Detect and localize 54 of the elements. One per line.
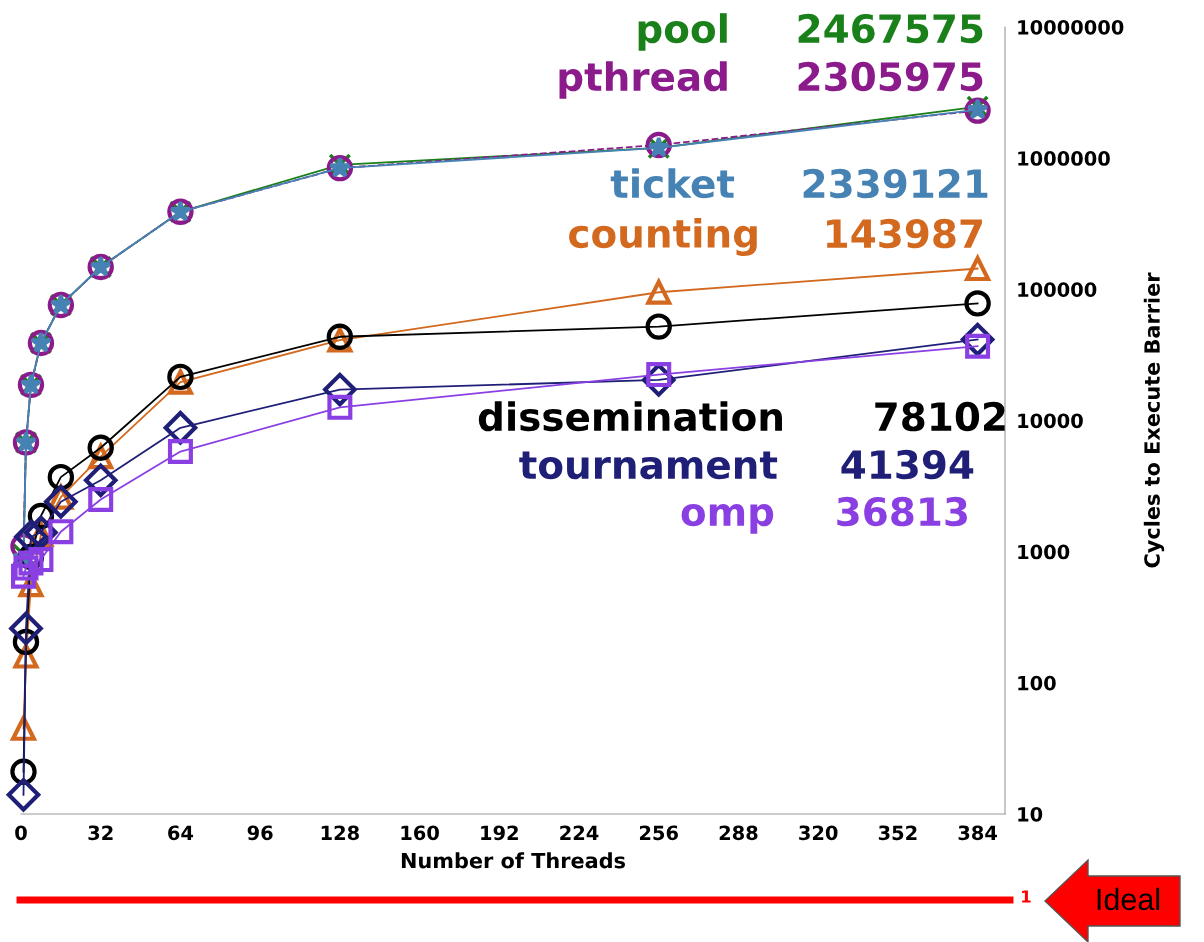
y-tick-label: 1000 [1018, 544, 1070, 560]
x-tick-label: 32 [88, 825, 113, 841]
x-tick-label: 320 [799, 825, 838, 841]
point [645, 313, 672, 340]
annotation: 2339121 [803, 168, 988, 199]
point [964, 290, 991, 317]
point [44, 484, 78, 519]
series-label: tournament [519, 451, 778, 480]
text: Ideal [1097, 887, 1160, 911]
text: 1 [1022, 890, 1031, 903]
point [87, 434, 114, 461]
y-tick-label: 10 [1018, 806, 1043, 822]
x-tick-label: 288 [719, 825, 758, 841]
annotation: 143987 [827, 218, 982, 249]
x-tick-label: 128 [321, 825, 359, 841]
annotation: 2467575 [798, 13, 983, 44]
x-tick-label: 256 [639, 825, 678, 841]
x-tick-label: 0 [15, 825, 27, 841]
point [13, 555, 39, 581]
annotation: 41394 [841, 449, 974, 480]
x-tick-label: 96 [247, 825, 273, 841]
x-tick-label: 384 [958, 825, 997, 841]
point [645, 277, 673, 305]
y-tick-label: 1000000 [1018, 151, 1110, 166]
text: omp [681, 503, 774, 534]
annotation: 2305975 [798, 61, 983, 92]
y-tick-label: 100000 [1018, 282, 1097, 297]
point [48, 519, 74, 545]
x-axis-title: Number of Threads [401, 852, 626, 869]
x-tick-label: 192 [481, 825, 518, 841]
y-tick-label: 10000 [1018, 413, 1083, 429]
point [6, 778, 41, 812]
y-tick-label: 100 [1018, 675, 1056, 691]
series-label: pthread [559, 61, 727, 99]
series-label: ticket [610, 168, 735, 199]
point [88, 486, 114, 512]
point [167, 439, 193, 465]
point [28, 547, 54, 573]
series-label: counting [569, 218, 757, 256]
text: pool [638, 13, 727, 51]
x-tick-label: 224 [560, 825, 599, 840]
x-tick-label: 64 [168, 825, 194, 841]
annotation: 36813 [837, 496, 967, 527]
point [10, 715, 36, 741]
x-tick-label: 352 [878, 825, 917, 841]
point [18, 550, 44, 576]
x-tick-label: 160 [401, 825, 439, 841]
series-label: dissemination [478, 401, 782, 432]
point [10, 563, 36, 589]
annotation: 78102 [875, 401, 1005, 432]
y-axis-title: Cycles to Execute Barrier [1143, 272, 1165, 568]
point [327, 394, 353, 420]
y-tick-label: 10000000 [1018, 19, 1124, 35]
point [9, 611, 43, 646]
